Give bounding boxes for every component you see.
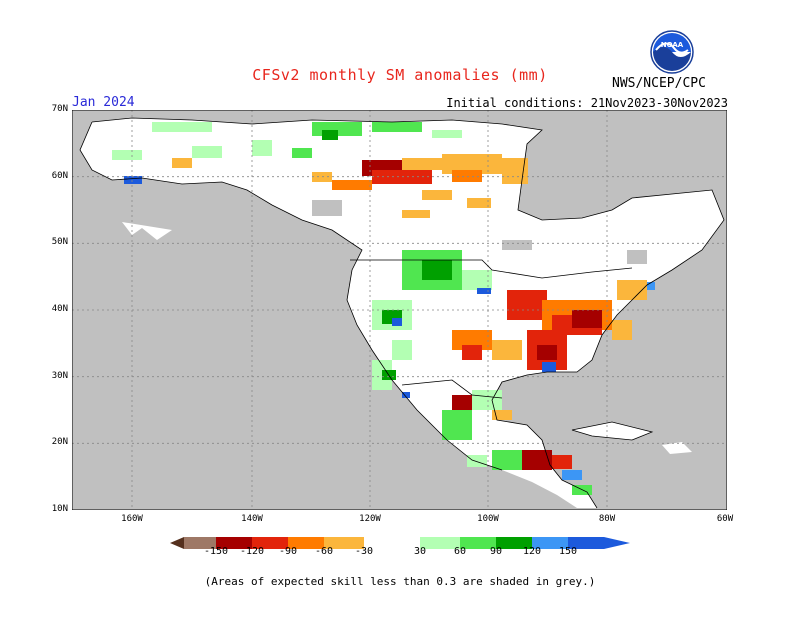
lon-label-160w: 160W: [121, 514, 143, 524]
legend-label-p150: 150: [558, 546, 578, 557]
lon-label-140w: 140W: [241, 514, 263, 524]
lat-label-70n: 70N: [51, 104, 68, 114]
lat-label-50n: 50N: [51, 237, 68, 247]
coastlines: [79, 117, 725, 509]
legend-arrow-left: [170, 537, 184, 549]
legend-colorbar: [170, 537, 630, 549]
skill-note: (Areas of expected skill less than 0.3 a…: [204, 575, 596, 588]
lon-label-120w: 120W: [359, 514, 381, 524]
noaa-logo: NOAA: [650, 30, 694, 74]
lat-label-60n: 60N: [51, 171, 68, 181]
legend-label-m120: -120: [239, 546, 265, 557]
legend-label-p60: 60: [453, 546, 467, 557]
agency-label: NWS/NCEP/CPC: [612, 76, 706, 91]
lat-label-40n: 40N: [51, 304, 68, 314]
legend-label-m90: -90: [278, 546, 298, 557]
map-title: CFSv2 monthly SM anomalies (mm): [252, 66, 548, 84]
grid-lines: [72, 110, 727, 510]
legend-label-m30: -30: [354, 546, 374, 557]
logo-text: NOAA: [661, 41, 684, 49]
lon-label-80w: 80W: [598, 514, 616, 524]
legend-label-p120: 120: [522, 546, 542, 557]
legend-label-m60: -60: [314, 546, 334, 557]
legend-arrow-right: [604, 537, 630, 549]
lon-label-60w: 60W: [716, 514, 734, 524]
legend-label-m150: -150: [203, 546, 229, 557]
lat-label-20n: 20N: [51, 437, 68, 447]
legend-label-p90: 90: [489, 546, 503, 557]
lat-label-30n: 30N: [51, 371, 68, 381]
anomaly-map: [72, 110, 727, 510]
forecast-month: Jan 2024: [72, 95, 135, 110]
legend-label-p30: 30: [413, 546, 427, 557]
initial-conditions: Initial conditions: 21Nov2023-30Nov2023: [446, 96, 728, 110]
lon-label-100w: 100W: [477, 514, 499, 524]
lat-label-10n: 10N: [51, 504, 68, 514]
